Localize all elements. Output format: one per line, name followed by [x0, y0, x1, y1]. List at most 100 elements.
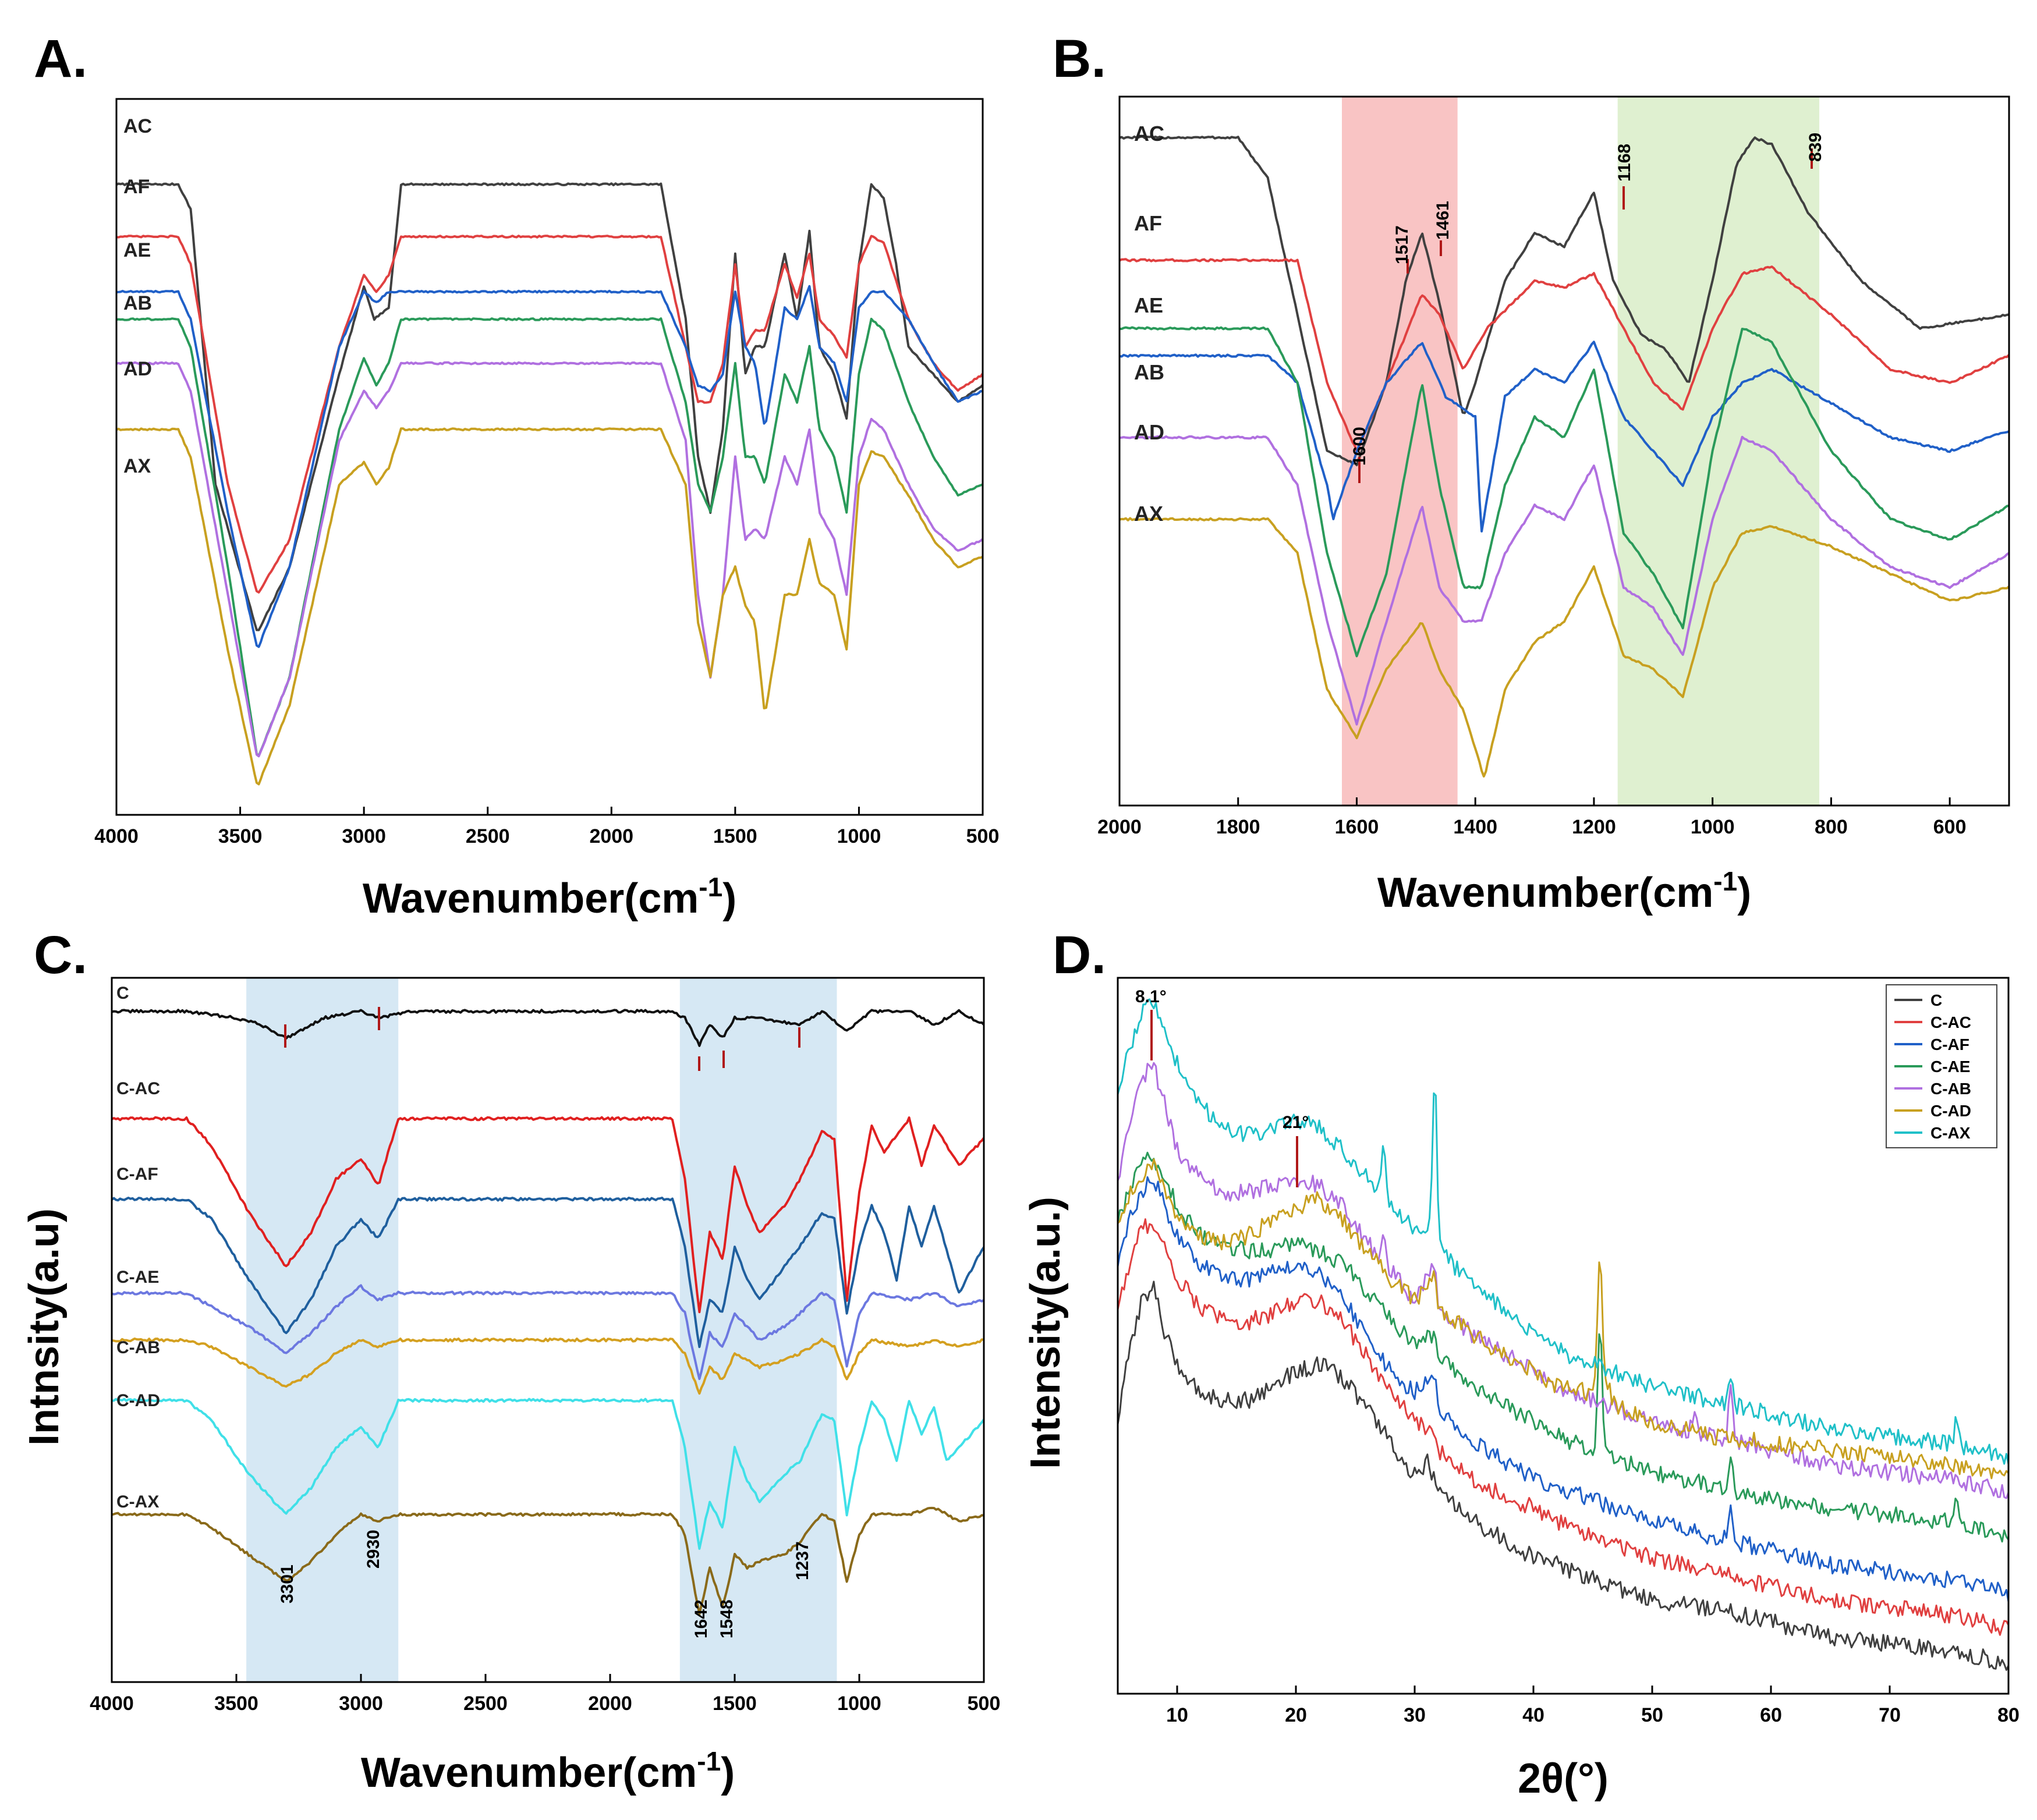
series-line-ax: [1119, 517, 2010, 778]
annotation-label: 1548: [717, 1599, 736, 1638]
panel-b-x-axis-label: Wavenumber(cm-1): [1377, 866, 1751, 916]
panel-b-label: B.: [1053, 29, 1106, 88]
x-tick-label: 10: [1166, 1704, 1188, 1726]
series-line-c-ad: [1117, 1158, 2010, 1480]
series-label-af: AF: [123, 176, 150, 198]
panel-c-x-axis-label: Wavenumber(cm-1): [361, 1746, 735, 1796]
series-line-ac: [1119, 135, 2010, 467]
annotation-label: 8.1°: [1135, 987, 1167, 1006]
series-label-ac: AC: [1134, 122, 1164, 146]
x-tick-label: 500: [966, 825, 1000, 847]
legend-entry: C-AF: [1930, 1035, 1969, 1053]
x-tick-label: 2500: [466, 825, 510, 847]
panel-b-frame: [1118, 95, 2010, 807]
panel-c-frame: [111, 977, 985, 1683]
series-label-c-ab: C-AB: [116, 1338, 160, 1357]
x-tick-label: 1500: [713, 1693, 757, 1715]
series-label-ab: AB: [1134, 360, 1164, 384]
x-tick-label: 2500: [463, 1693, 508, 1715]
panel-a-label: A.: [34, 29, 87, 88]
series-label-ac: AC: [123, 115, 152, 137]
panel-b-x-ticks: 2000 1800 1600 1400 1200 1000 800 600: [1097, 797, 1967, 838]
annotation-label: 21°: [1283, 1113, 1309, 1132]
annotation-label: 1642: [692, 1599, 711, 1638]
x-tick-label: 4000: [90, 1693, 134, 1715]
x-tick-label: 60: [1760, 1704, 1782, 1726]
annotation-label: 1517: [1393, 225, 1412, 264]
x-tick-label: 1800: [1216, 816, 1260, 838]
series-line-c-ab: [1117, 1062, 2010, 1499]
series-line-ab: [1119, 326, 2010, 658]
x-tick-label: 1500: [713, 825, 757, 847]
highlight-band-2: [1617, 97, 1820, 806]
series-label-c-ad: C-AD: [116, 1391, 160, 1410]
panel-d-label: D.: [1053, 925, 1106, 985]
panel-c-x-ticks: 4000 3500 3000 2500 2000 1500 1000 500: [90, 1674, 1000, 1715]
series-line-af: [1118, 258, 2010, 453]
legend-entry: C-AB: [1930, 1080, 1971, 1098]
x-tick-label: 50: [1641, 1704, 1663, 1726]
x-tick-label: 2000: [589, 825, 633, 847]
panel-d-frame: [1117, 977, 2010, 1695]
x-tick-label: 1600: [1335, 816, 1379, 838]
x-tick-label: 1000: [1691, 816, 1735, 838]
series-line-c-ae: [111, 1284, 984, 1381]
x-tick-label: 500: [968, 1693, 1001, 1715]
series-label-c-ae: C-AE: [116, 1268, 159, 1287]
panel-a-x-axis-label: Wavenumber(cm-1): [363, 872, 736, 922]
series-line-c-ac: [1117, 1218, 2010, 1636]
x-tick-label: 3500: [214, 1693, 258, 1715]
x-tick-label: 800: [1815, 816, 1848, 838]
x-tick-label: 70: [1879, 1704, 1901, 1726]
panel-d-curves: [1117, 998, 2010, 1671]
annotation-label: 1168: [1615, 144, 1634, 182]
series-line-c-af: [111, 1197, 985, 1349]
series-line-ax: [116, 427, 983, 786]
series-line-c-ac: [111, 1116, 985, 1314]
x-tick-label: 4000: [94, 825, 139, 847]
panel-b-curves: [1118, 135, 2010, 778]
x-tick-label: 20: [1285, 1704, 1307, 1726]
panel-c-curves: [111, 1009, 985, 1616]
panel-c-annotations: 3301 2930 1642 1548 1237: [278, 1007, 812, 1638]
series-label-ax: AX: [1134, 502, 1163, 526]
series-line-ae: [1119, 340, 2010, 533]
panel-b: B. AC AF AE AB AD AX 1600 1517 1461 1168 839 2000…: [1053, 29, 2010, 916]
annotation-label: 1600: [1350, 427, 1369, 466]
highlight-band-2: [679, 978, 837, 1682]
panel-c-highlights: [246, 978, 837, 1682]
panel-c-series-labels: C C-AC C-AF C-AE C-AB C-AD C-AX: [116, 984, 160, 1512]
series-label-c-af: C-AF: [116, 1165, 158, 1184]
series-label-c: C: [116, 984, 129, 1003]
x-tick-label: 30: [1404, 1704, 1426, 1726]
annotation-label: 3301: [278, 1564, 297, 1603]
series-line-c-ax: [111, 1506, 984, 1616]
series-line-af: [116, 235, 984, 594]
series-line-c: [111, 1009, 985, 1047]
series-label-c-ax: C-AX: [116, 1492, 159, 1512]
highlight-band-1: [246, 978, 399, 1682]
panel-d-x-ticks: 10 20 30 40 50 60 70 80: [1166, 1686, 2020, 1726]
legend-entry: C-AX: [1930, 1124, 1971, 1142]
panel-b-series-labels: AC AF AE AB AD AX: [1134, 122, 1164, 526]
series-label-ab: AB: [123, 292, 152, 314]
series-line-c: [1117, 1280, 2010, 1671]
legend-entry: C-AD: [1930, 1102, 1971, 1120]
panel-d-legend: C C-AC C-AF C-AE C-AB C-AD C-AX: [1886, 984, 1997, 1148]
annotation-label: 2930: [364, 1530, 383, 1569]
series-label-ax: AX: [123, 455, 151, 477]
series-label-ae: AE: [1134, 293, 1163, 317]
panel-c: C. C C-AC C-AF C-AE C-AB C-AD C-AX 3301 2930 164…: [21, 925, 1000, 1796]
x-tick-label: 1200: [1572, 816, 1616, 838]
x-tick-label: 40: [1522, 1704, 1544, 1726]
panel-d-annotations: 8.1° 21°: [1135, 987, 1309, 1187]
series-label-af: AF: [1134, 211, 1162, 235]
series-line-ac: [116, 182, 984, 631]
annotation-label: 1237: [793, 1541, 812, 1580]
panel-a-frame: [115, 98, 984, 816]
series-label-ae: AE: [123, 239, 151, 261]
series-line-c-ax: [1117, 998, 2010, 1465]
panel-b-annotations: 1600 1517 1461 1168 839: [1350, 133, 1825, 483]
series-line-c-ad: [111, 1397, 985, 1550]
panel-a-x-ticks: 4000 3500 3000 2500 2000 1500 1000 500: [94, 807, 999, 847]
